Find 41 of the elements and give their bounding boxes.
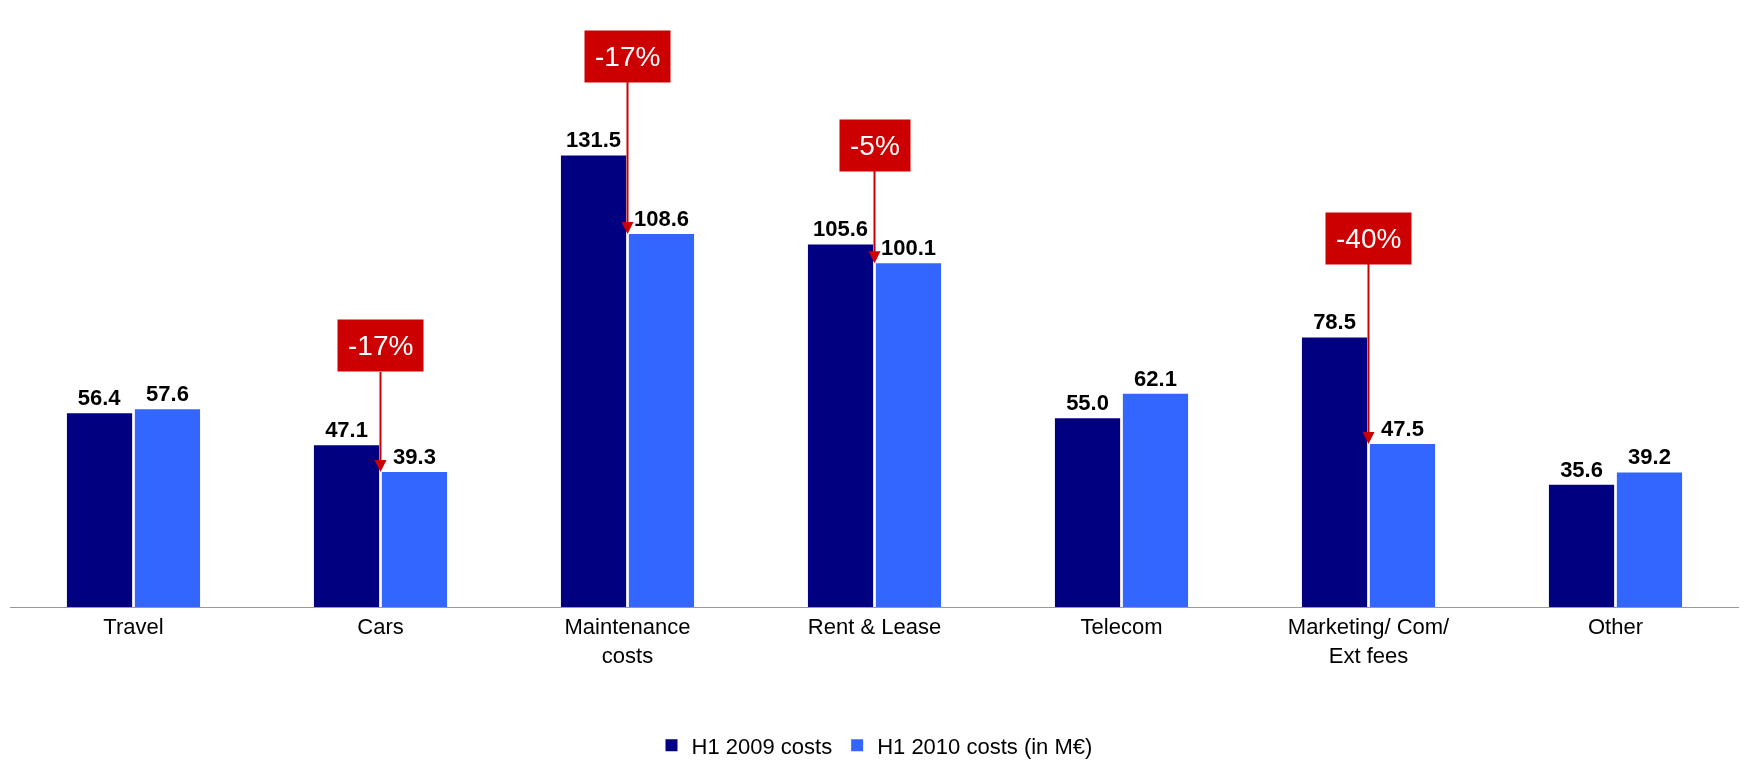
data-label: 100.1 xyxy=(880,235,936,261)
annotation: -5% xyxy=(850,130,900,161)
annotation: -17% xyxy=(595,41,661,72)
data-label: 57.6 xyxy=(146,381,189,407)
bar xyxy=(1301,337,1368,607)
bar xyxy=(628,234,695,607)
x-tick-label: Rent & Lease xyxy=(807,614,942,640)
x-tick-label: Telecom xyxy=(1080,614,1163,640)
bar xyxy=(560,155,627,607)
bar xyxy=(1616,472,1683,607)
bar xyxy=(1054,418,1121,607)
data-label: 62.1 xyxy=(1134,365,1177,391)
bar xyxy=(807,244,874,607)
bar xyxy=(134,409,201,607)
data-label: 47.5 xyxy=(1381,415,1424,441)
annotation: -40% xyxy=(1336,223,1402,254)
data-label: 39.2 xyxy=(1628,444,1671,470)
bar xyxy=(1369,443,1436,607)
data-label: 55.0 xyxy=(1066,390,1109,416)
data-label: 39.3 xyxy=(393,444,436,470)
x-tick-label: Cars xyxy=(357,614,404,640)
data-label: 35.6 xyxy=(1560,456,1603,482)
data-label: 56.4 xyxy=(77,385,122,411)
data-label: 78.5 xyxy=(1313,309,1356,335)
annotation: -17% xyxy=(348,330,414,361)
data-label: 131.5 xyxy=(566,127,622,153)
bar xyxy=(875,263,942,607)
bar xyxy=(313,445,380,607)
x-tick-label: Marketing/ Com/ Ext fees xyxy=(1287,614,1451,668)
data-label: 108.6 xyxy=(633,206,689,232)
legend-label: H1 2010 costs (in M€) xyxy=(877,733,1093,759)
x-tick-label: Travel xyxy=(103,614,164,640)
data-label: 47.1 xyxy=(325,417,368,443)
bar xyxy=(1122,393,1189,607)
data-label: 105.6 xyxy=(813,216,869,242)
legend-label: H1 2009 costs xyxy=(691,733,833,759)
bar xyxy=(381,472,448,607)
x-tick-label: Maintenance costs xyxy=(564,614,691,668)
bar xyxy=(66,413,133,607)
bar xyxy=(1548,484,1615,607)
x-tick-label: Other xyxy=(1587,614,1644,640)
